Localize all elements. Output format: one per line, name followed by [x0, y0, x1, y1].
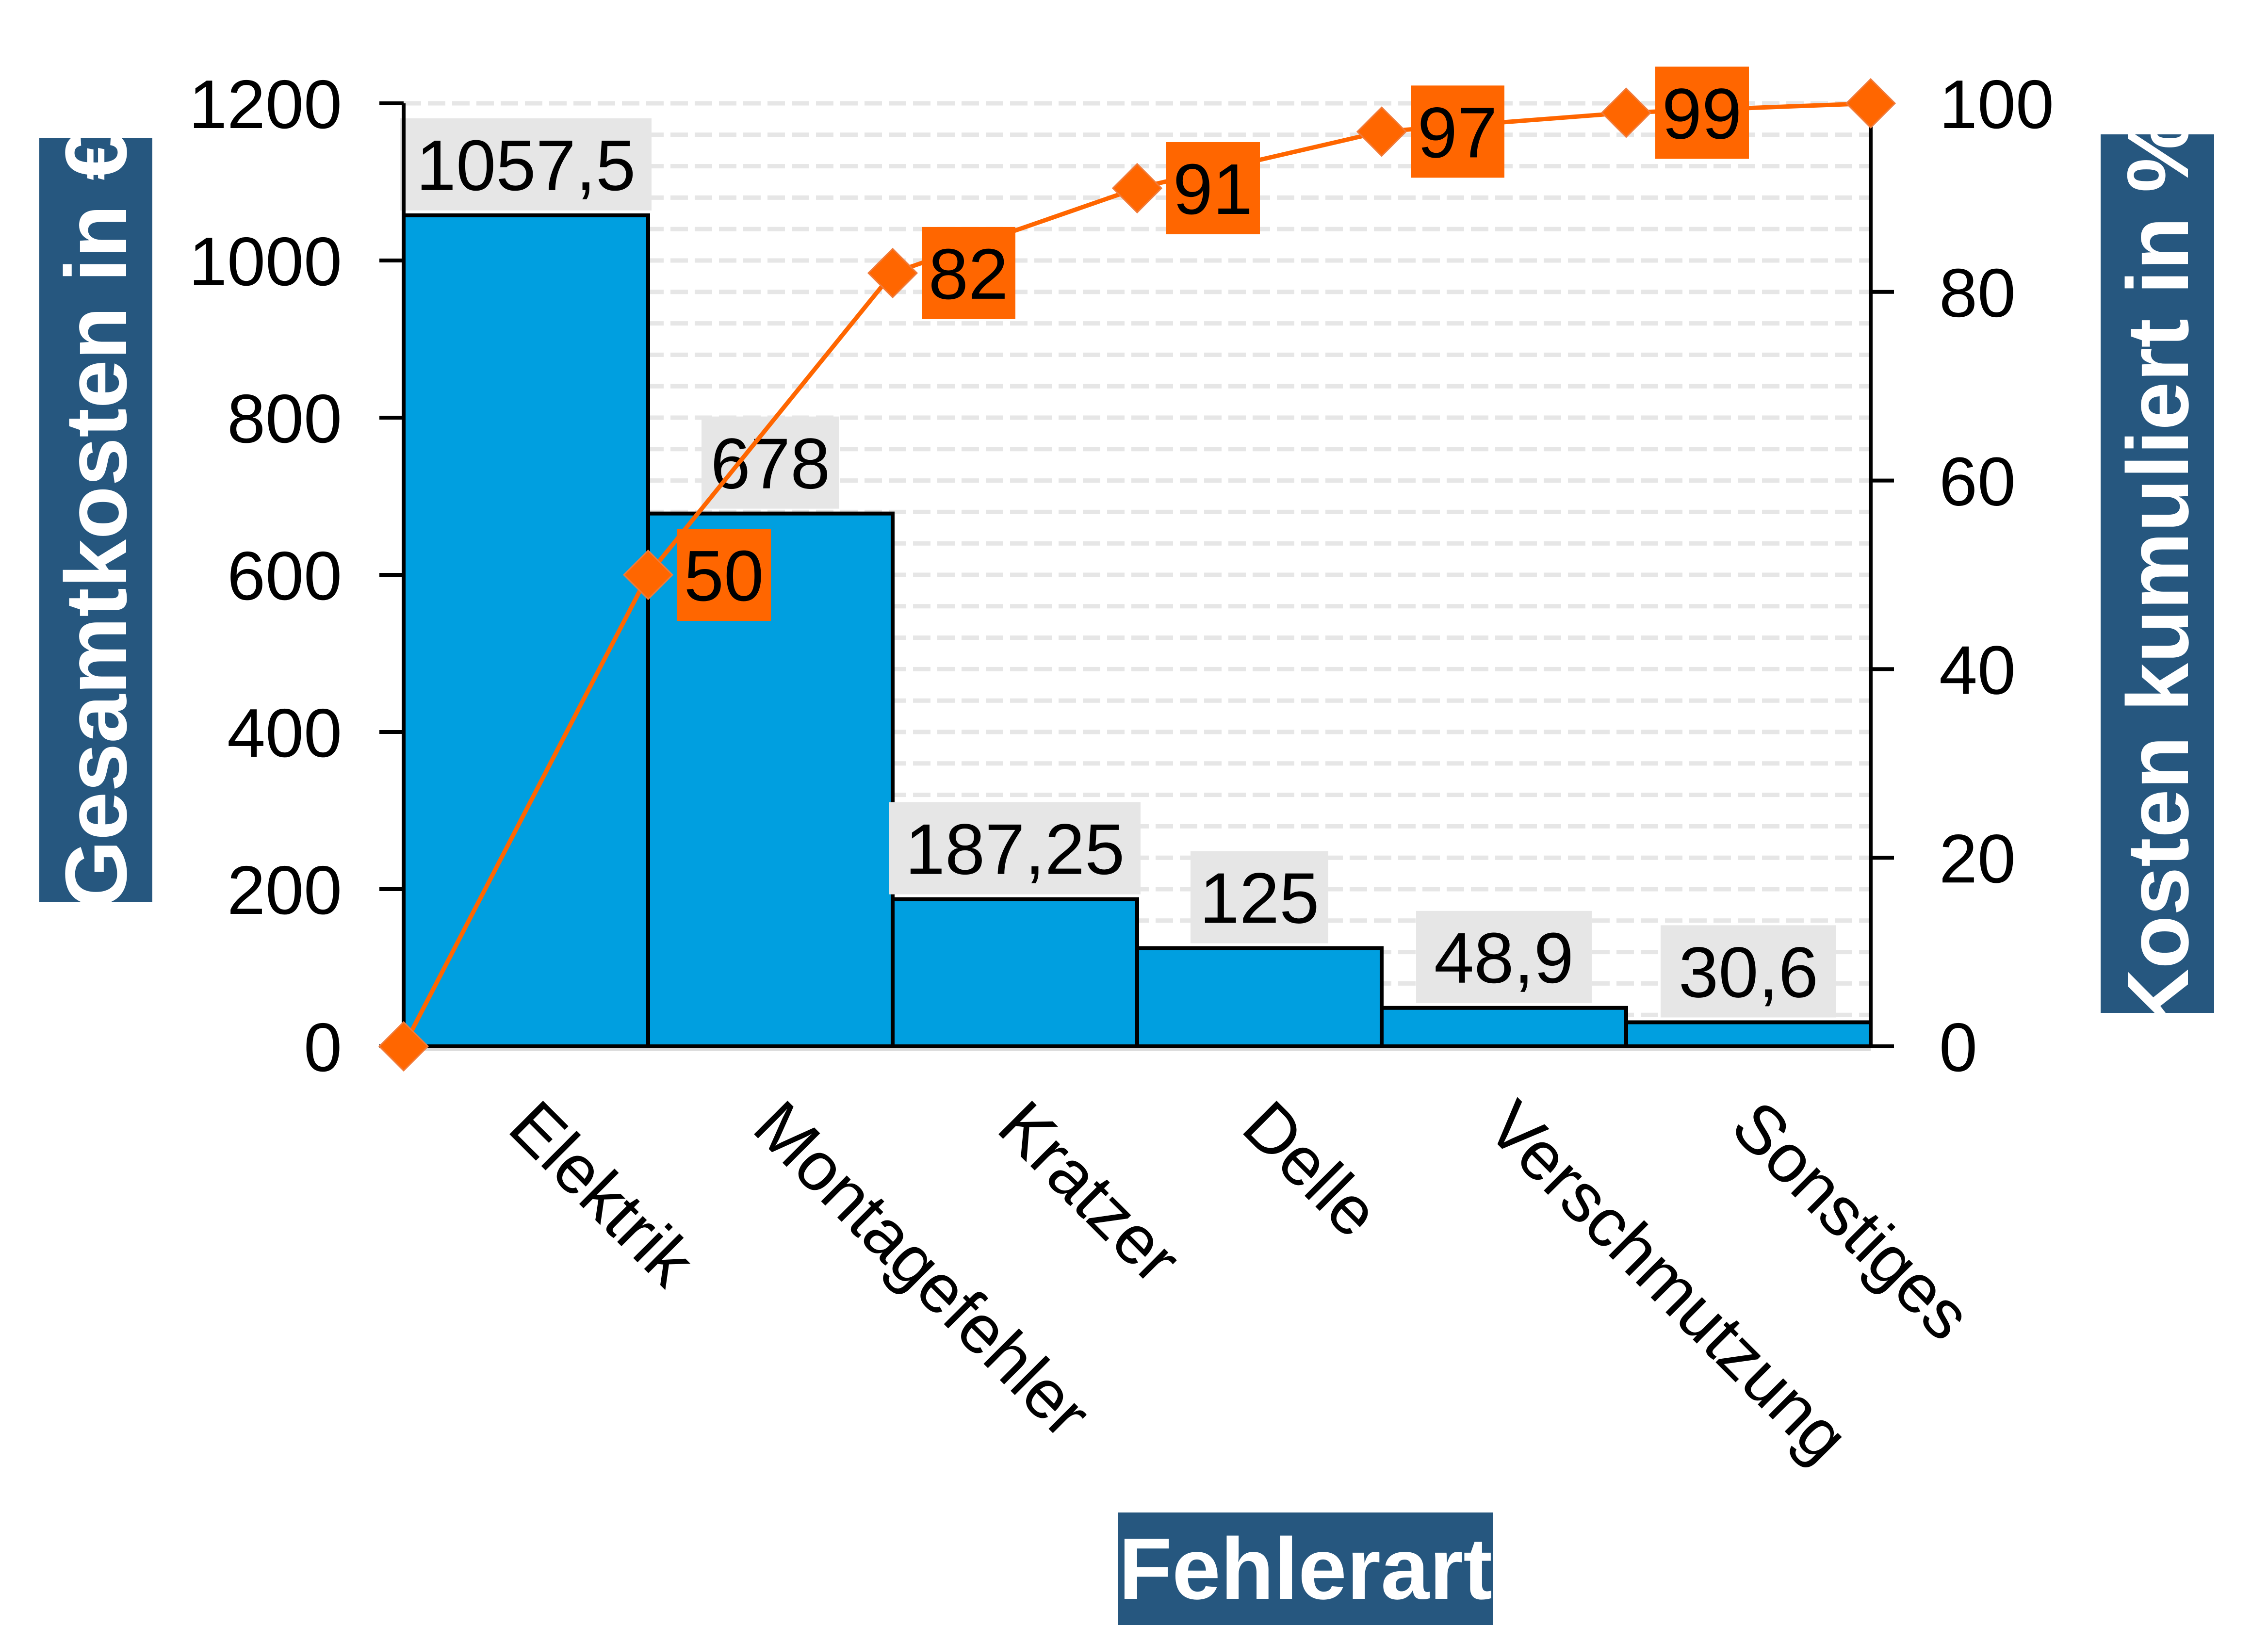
y-tick-label-left: 600	[227, 537, 342, 615]
cumulative-value-labels: 50 82 91 97 99	[677, 66, 1749, 621]
bar-delle	[1135, 946, 1384, 1048]
y-axis-title-right: Kosten kumuliert in %	[2101, 115, 2214, 1032]
cumulative-value-label-bg	[1655, 66, 1749, 159]
y-tick-label-right: 80	[1939, 255, 2016, 332]
bar-value-label-text: 48,9	[1434, 918, 1574, 998]
bar-value-labels: 1057,5 678 187,25 125 48,9 30,6	[400, 118, 1836, 1018]
x-category-label-sonstiges: Sonstiges	[1717, 1086, 1986, 1354]
cumulative-value-label-bg	[922, 227, 1015, 319]
x-category-label-delle: Delle	[1228, 1086, 1394, 1252]
cumulative-value-label-bg	[1166, 142, 1260, 234]
cumulative-value-label: 97	[1411, 85, 1504, 178]
y-tick-label-left: 800	[227, 380, 342, 457]
bar-value-label-bg	[400, 118, 652, 211]
axes: 0 200 400 600 800 1000 1200 0 20 40 60 80 100	[189, 66, 2054, 1086]
y-tick-label-left: 0	[304, 1009, 342, 1086]
bar-value-label: 30,6	[1661, 925, 1836, 1018]
bar-value-label-bg	[702, 416, 839, 509]
x-axis-title: Fehlerart	[1118, 1512, 1493, 1625]
y-tick-label-right: 20	[1939, 820, 2016, 897]
bar-value-label-bg	[889, 802, 1141, 894]
cumulative-value-label-text: 82	[929, 234, 1009, 314]
y-tick-label-right: 0	[1939, 1009, 1977, 1086]
y-tick-label-right: 100	[1939, 66, 2054, 143]
y-tick-label-right: 60	[1939, 443, 2016, 520]
cumulative-value-label-text: 99	[1662, 74, 1742, 154]
bar-value-label-bg	[1191, 851, 1328, 943]
bar-value-label-text: 30,6	[1679, 932, 1818, 1012]
cumulative-value-label-text: 91	[1173, 149, 1253, 229]
x-axis-title-bg	[1118, 1512, 1493, 1625]
bar-value-label-text: 678	[711, 424, 831, 504]
diamond-marker-icon	[378, 1021, 429, 1072]
y-axis-title-right-bg	[2101, 134, 2214, 1013]
bar-value-label: 125	[1191, 851, 1328, 943]
bar-value-label-text: 1057,5	[416, 126, 636, 206]
y-axis-title-left-bg	[39, 138, 152, 902]
cumulative-value-label: 50	[677, 529, 771, 621]
y-tick-label-left: 400	[227, 695, 342, 772]
y-tick-label-left: 200	[227, 852, 342, 929]
y-axis-title-right-text: Kosten kumuliert in %	[2109, 115, 2207, 1032]
y-tick-label-right: 40	[1939, 632, 2016, 709]
bar-value-label: 187,25	[889, 802, 1141, 894]
bar-elektrik	[402, 213, 650, 1049]
y-tick-label-left: 1000	[189, 223, 342, 300]
cumulative-value-label-bg	[677, 529, 771, 621]
cumulative-value-label: 82	[922, 227, 1015, 319]
cumulative-value-label-text: 97	[1418, 93, 1498, 173]
x-axis-title-text: Fehlerart	[1119, 1520, 1492, 1618]
bar-value-label-bg	[1416, 911, 1592, 1003]
cumulative-value-label-text: 50	[684, 536, 764, 616]
cumulative-value-label: 91	[1166, 142, 1260, 234]
diamond-marker-icon	[867, 247, 918, 299]
diamond-marker-icon	[1845, 78, 1896, 129]
diamond-marker-icon	[622, 549, 674, 601]
bar-value-label-text: 125	[1200, 859, 1320, 939]
bar-verschmutzung	[1380, 1006, 1628, 1048]
cumulative-line-series	[378, 78, 1896, 1072]
bar-value-label: 48,9	[1416, 911, 1592, 1003]
y-axis-title-left: Gesamtkosten in €	[39, 132, 152, 909]
bar-series	[402, 213, 1873, 1049]
bar-value-label: 678	[702, 416, 839, 509]
diamond-marker-icon	[1600, 87, 1652, 138]
cumulative-value-label: 99	[1655, 66, 1749, 159]
bar-kratzer	[891, 897, 1139, 1049]
bar-value-label: 1057,5	[400, 118, 652, 211]
cumulative-value-label-bg	[1411, 85, 1504, 178]
bar-value-label-text: 187,25	[905, 810, 1125, 890]
y-tick-label-left: 1200	[189, 66, 342, 143]
x-category-label-elektrik: Elektrik	[495, 1086, 709, 1301]
y-axis-title-left-text: Gesamtkosten in €	[48, 132, 145, 909]
bar-value-label-bg	[1661, 925, 1836, 1018]
x-category-label-kratzer: Kratzer	[984, 1086, 1195, 1298]
diamond-marker-icon	[1111, 163, 1163, 214]
diamond-marker-icon	[1356, 106, 1407, 157]
bar-sonstiges	[1624, 1020, 1873, 1048]
